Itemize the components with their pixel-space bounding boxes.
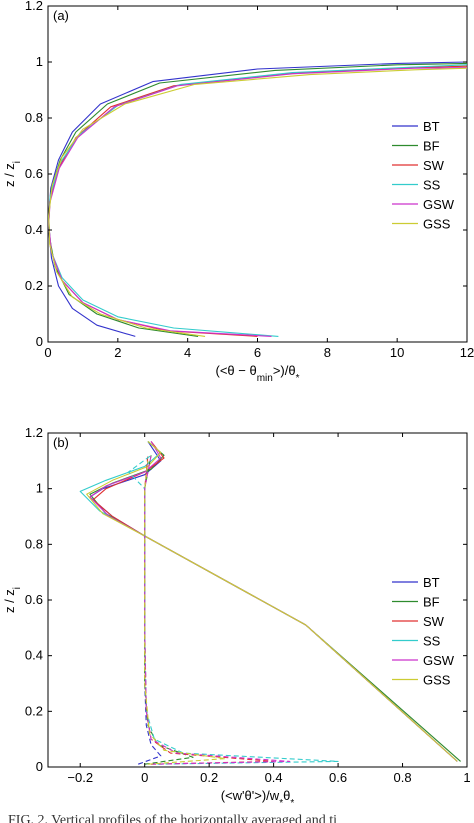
chart-panel-b: −0.2 0 0.2 0.4 0.6 0.8 1 0 0.2 0.4 0.6 0.8 1 1.2 BT BF S… [25, 425, 471, 785]
x-axis-label: (<w'θ'>)/w*θ* [221, 788, 295, 809]
y-axis-label: z / zi [2, 161, 23, 187]
y-tick-label: 1.2 [25, 425, 43, 440]
series-line-gss [48, 67, 467, 337]
x-tick-label: 0 [44, 345, 51, 360]
legend-label-gsw: GSW [423, 197, 455, 212]
legend-label-bf: BF [423, 139, 440, 154]
x-tick-label: 12 [460, 345, 474, 360]
series-group [48, 61, 467, 337]
y-tick-label: 0.2 [25, 703, 43, 718]
series-group [79, 440, 461, 765]
x-tick-label: 6 [254, 345, 261, 360]
legend-label-gss: GSS [423, 673, 451, 688]
x-tick-label: 0.8 [393, 770, 411, 785]
figure-caption-text: FIG. 2. Vertical profiles of the horizon… [8, 813, 338, 823]
y-axis-label: z / zi [2, 587, 23, 613]
x-axis-label: (<θ − θmin>)/θ* [216, 363, 300, 384]
y-tick-label: 0.6 [25, 166, 43, 181]
y-tick-label: 0.8 [25, 536, 43, 551]
legend-label-bt: BT [423, 119, 440, 134]
series-line-gss [86, 440, 458, 762]
legend-label-ss: SS [423, 634, 441, 649]
y-tick-label: 0.2 [25, 278, 43, 293]
legend-label-ss: SS [423, 178, 441, 193]
x-tick-label: 1 [463, 770, 470, 785]
x-tick-label: 8 [324, 345, 331, 360]
y-tick-label: 1 [36, 481, 43, 496]
panel-label: (b) [53, 435, 69, 450]
legend-label-bt: BT [423, 575, 440, 590]
legend: BT BF SW SS GSW GSS [388, 116, 460, 237]
y-tick-label: 0.4 [25, 648, 43, 663]
x-tick-label: 0 [141, 770, 148, 785]
x-tick-label: 10 [390, 345, 404, 360]
y-tick-label: 0 [36, 759, 43, 774]
series-line-dashed-9 [128, 454, 339, 765]
legend-background [388, 572, 460, 693]
y-tick-label: 1.2 [25, 0, 43, 13]
series-line-dashed-8 [144, 455, 275, 765]
legend-label-gsw: GSW [423, 653, 455, 668]
series-line-dashed-10 [144, 455, 291, 765]
y-tick-label: 0.6 [25, 592, 43, 607]
x-tick-label: 4 [184, 345, 191, 360]
figure-caption: FIG. 2. Vertical profiles of the horizon… [0, 803, 474, 823]
y-tick-label: 0.4 [25, 222, 43, 237]
legend-label-sw: SW [423, 158, 445, 173]
x-tick-label: 0.4 [265, 770, 283, 785]
series-line-dashed-6 [138, 460, 162, 765]
series-line-bt [48, 61, 467, 337]
legend-background [388, 116, 460, 237]
chart-panel-a: 0 2 4 6 8 10 12 0 0.2 0.4 0.6 0.8 1 1.2 BT BF SW SS GSW GSS [25, 0, 474, 360]
x-tick-label: 0.2 [200, 770, 218, 785]
panel-label: (a) [53, 8, 69, 23]
x-tick-label: 0.6 [329, 770, 347, 785]
y-tick-label: 0 [36, 334, 43, 349]
legend: BT BF SW SS GSW GSS [388, 572, 460, 693]
series-line-dashed-7 [144, 455, 194, 765]
y-tick-label: 0.8 [25, 110, 43, 125]
series-line-dashed-11 [144, 460, 226, 765]
x-tick-label: −0.2 [67, 770, 93, 785]
legend-label-bf: BF [423, 595, 440, 610]
legend-label-gss: GSS [423, 217, 451, 232]
series-line-ss [48, 64, 467, 337]
y-tick-label: 1 [36, 54, 43, 69]
x-tick-label: 2 [114, 345, 121, 360]
legend-label-sw: SW [423, 614, 445, 629]
